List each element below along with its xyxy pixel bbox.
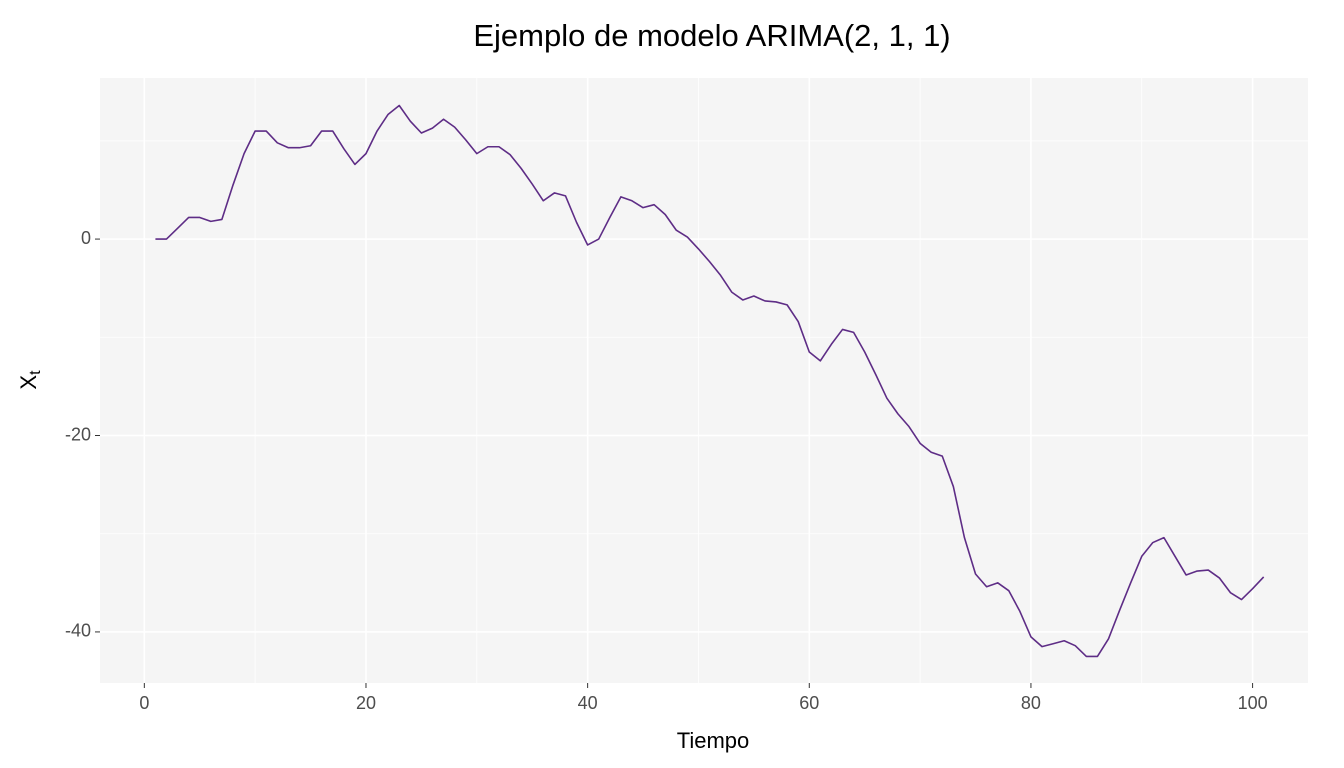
x-tick-label: 100 — [1238, 693, 1268, 713]
y-tick-label: -20 — [65, 424, 91, 444]
x-tick-label: 20 — [356, 693, 376, 713]
x-tick-label: 0 — [139, 693, 149, 713]
y-tick-label: 0 — [81, 228, 91, 248]
plot-panel — [100, 78, 1308, 683]
y-tick-label: -40 — [65, 621, 91, 641]
chart-title: Ejemplo de modelo ARIMA(2, 1, 1) — [473, 18, 950, 53]
y-axis-title: Xt — [16, 370, 44, 390]
x-axis-title: Tiempo — [677, 728, 750, 753]
x-tick-label: 40 — [578, 693, 598, 713]
y-axis-title-main: X — [16, 375, 41, 390]
y-axis-title-sub: t — [27, 370, 44, 375]
series-line — [155, 104, 1265, 658]
x-tick-label: 60 — [799, 693, 819, 713]
x-tick-label: 80 — [1021, 693, 1041, 713]
